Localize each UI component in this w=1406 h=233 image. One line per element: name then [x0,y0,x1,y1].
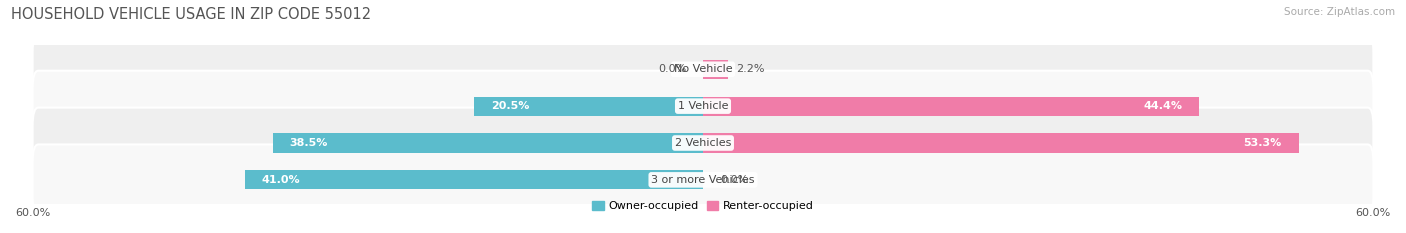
FancyBboxPatch shape [32,108,1374,178]
Bar [703,96,1199,116]
Bar [273,134,703,153]
FancyBboxPatch shape [32,144,1374,215]
Text: 0.0%: 0.0% [720,175,748,185]
Bar [474,96,703,116]
Text: 41.0%: 41.0% [262,175,301,185]
FancyBboxPatch shape [32,34,1374,105]
Text: 53.3%: 53.3% [1243,138,1282,148]
Text: 2 Vehicles: 2 Vehicles [675,138,731,148]
Text: Source: ZipAtlas.com: Source: ZipAtlas.com [1284,7,1395,17]
Text: 1 Vehicle: 1 Vehicle [678,101,728,111]
Bar [703,60,727,79]
Text: 3 or more Vehicles: 3 or more Vehicles [651,175,755,185]
FancyBboxPatch shape [32,71,1374,141]
Text: 2.2%: 2.2% [737,64,765,74]
Text: 44.4%: 44.4% [1143,101,1182,111]
Text: 20.5%: 20.5% [491,101,529,111]
Text: 38.5%: 38.5% [290,138,328,148]
Text: No Vehicle: No Vehicle [673,64,733,74]
Text: 0.0%: 0.0% [658,64,686,74]
Text: HOUSEHOLD VEHICLE USAGE IN ZIP CODE 55012: HOUSEHOLD VEHICLE USAGE IN ZIP CODE 5501… [11,7,371,22]
Legend: Owner-occupied, Renter-occupied: Owner-occupied, Renter-occupied [592,201,814,211]
Bar [703,134,1299,153]
Bar [245,170,703,189]
